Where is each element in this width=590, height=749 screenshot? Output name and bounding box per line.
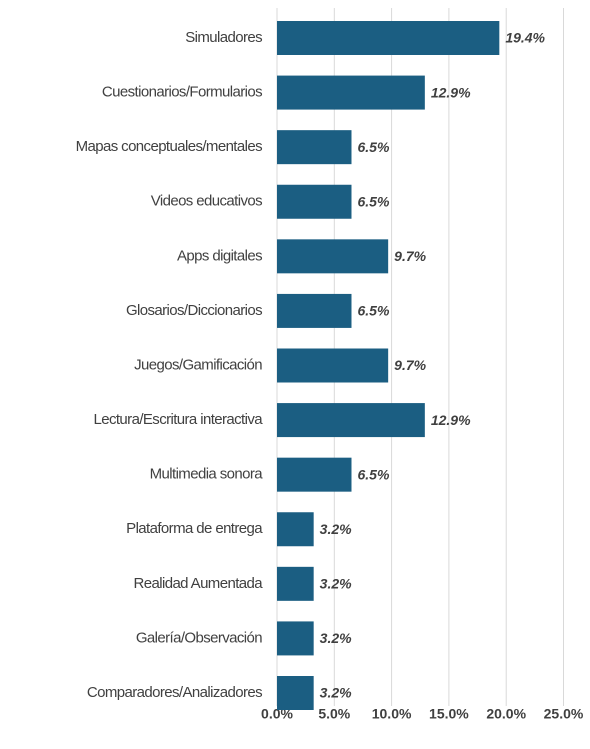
value-label: 6.5% [357,466,389,482]
bar [277,293,352,328]
bar [277,676,314,710]
bar [277,621,314,656]
bar [277,512,314,547]
y-tick-label: Lectura/Escritura interactiva [93,411,263,428]
bar [277,130,352,165]
bar [277,184,352,219]
y-tick-label: Plataforma de entrega [126,520,263,537]
y-tick-label: Mapas conceptuales/mentales [76,138,263,155]
y-tick-label: Multimedia sonora [150,466,264,483]
value-label: 12.9% [431,412,471,428]
bar [277,457,352,492]
bar [277,239,389,274]
bar [277,348,389,383]
bar [277,403,425,438]
y-tick-label: Juegos/Gamificación [134,356,262,373]
y-tick-label: Simuladores [185,29,262,46]
bar [277,566,314,601]
bar [277,75,425,110]
value-label: 6.5% [357,193,389,209]
y-tick-label: Apps digitales [177,247,262,264]
y-tick-label: Videos educativos [151,193,262,210]
value-label: 6.5% [357,303,389,319]
y-tick-label: Comparadores/Analizadores [87,684,262,701]
value-label: 3.2% [320,521,352,537]
x-tick-label: 25.0% [544,706,584,722]
value-label: 3.2% [320,685,352,701]
value-label: 12.9% [431,84,471,100]
x-tick-label: 15.0% [429,706,469,722]
y-tick-label: Realidad Aumentada [134,575,264,592]
bar [277,21,500,55]
value-label: 9.7% [394,357,426,373]
y-tick-label: Glosarios/Diccionarios [126,302,262,319]
x-tick-label: 10.0% [372,706,412,722]
x-tick-label: 20.0% [486,706,526,722]
y-tick-label: Galería/Observación [136,629,262,646]
x-tick-label: 5.0% [318,706,350,722]
y-tick-label: Cuestionarios/Formularios [102,84,262,101]
value-label: 3.2% [320,630,352,646]
value-label: 3.2% [320,576,352,592]
value-label: 9.7% [394,248,426,264]
value-label: 19.4% [505,30,545,46]
value-label: 6.5% [357,139,389,155]
